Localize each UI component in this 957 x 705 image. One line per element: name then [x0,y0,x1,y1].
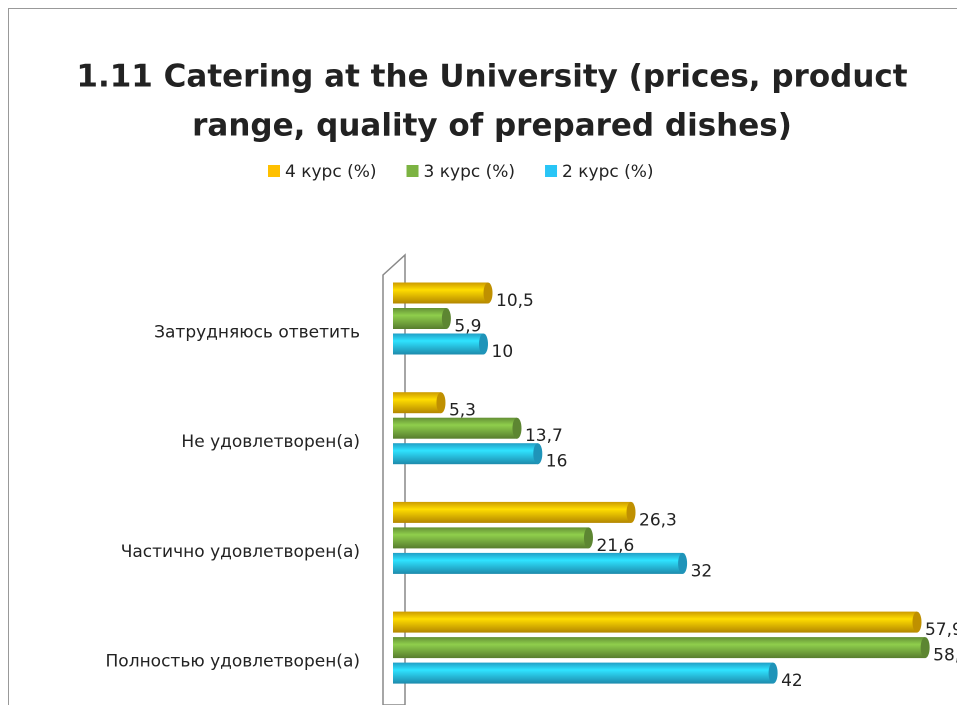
bar [393,527,593,549]
value-label: 10,5 [496,291,534,311]
legend-swatch [545,165,558,177]
bar-body [393,333,484,355]
bar-body [393,662,774,684]
chart-title: range, quality of prepared dishes) [192,108,792,144]
bar-body [393,527,589,549]
value-label: 57,9 [925,620,957,640]
category-label: Затрудняюсь ответить [154,323,360,343]
value-label: 5,9 [454,317,481,337]
value-label: 58,8 [933,646,957,666]
value-label: 16 [546,452,568,472]
legend-label: 3 курс (%) [424,162,516,182]
bar-body [393,501,632,523]
bar-body [393,392,441,414]
category-label: Не удовлетворен(а) [181,432,360,452]
bar-cap [626,501,636,523]
bar [393,417,522,439]
value-label: 13,7 [525,426,563,446]
bar [393,611,922,633]
value-label: 5,3 [449,401,476,421]
bar [393,308,451,329]
category-label: Полностью удовлетворен(а) [106,652,360,672]
legend-swatch [268,165,280,177]
chart-frame [8,8,957,705]
bar-cap [512,417,522,439]
bar-body [393,417,517,439]
legend-label: 4 курс (%) [285,162,377,182]
value-label: 21,6 [596,536,634,556]
bar-cap [912,611,922,633]
bar-body [393,611,917,633]
bar-body [393,552,683,574]
bar [393,282,493,304]
bar [393,662,778,684]
bar-cap [441,308,451,329]
bar-cap [533,443,543,465]
bar-cap [436,392,446,414]
bar [393,392,446,414]
bar [393,501,636,523]
bar-cap [479,333,488,355]
back-wall [382,253,406,705]
bar-body [393,443,538,465]
value-label: 32 [691,561,713,581]
bar-cap [920,637,930,659]
value-label: 26,3 [639,510,677,530]
bar [393,552,688,574]
bar-cap [768,662,778,684]
bar-body [393,282,489,304]
bar-cap [583,527,593,549]
category-label: Частично удовлетворен(а) [121,542,360,562]
bar-cap [678,552,688,574]
value-label: 10 [492,342,514,362]
value-label: 42 [781,671,803,691]
bar [393,333,488,355]
bar [393,443,543,465]
legend-label: 2 курс (%) [562,162,654,182]
bar-body [393,308,447,329]
chart-title: 1.11 Catering at the University (prices,… [76,59,907,95]
legend-swatch [406,165,419,177]
bar-cap [483,282,493,304]
bar-body [393,637,926,659]
bar [393,637,930,659]
